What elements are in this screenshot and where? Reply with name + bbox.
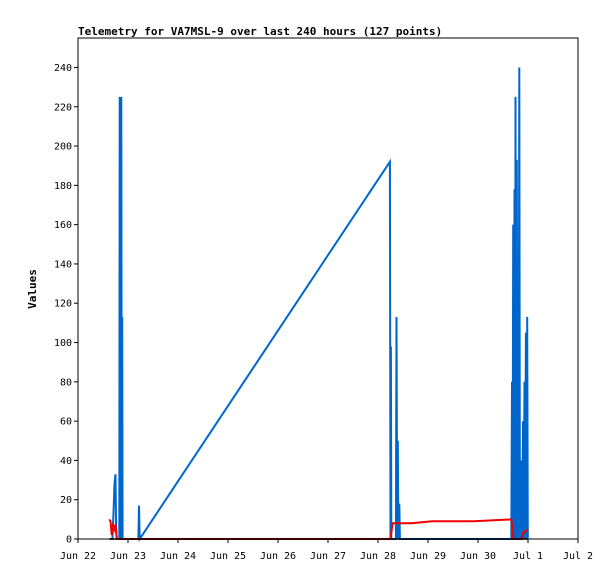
- x-tick-label: Jun 25: [210, 551, 246, 562]
- x-tick-label: Jun 29: [410, 551, 446, 562]
- y-tick-label: 100: [54, 338, 72, 349]
- y-tick-label: 120: [54, 299, 72, 310]
- x-tick-label: Jul 2: [563, 551, 593, 562]
- y-tick-label: 240: [54, 63, 72, 74]
- x-tick-label: Jun 24: [160, 551, 196, 562]
- x-tick-label: Jun 27: [310, 551, 346, 562]
- series-line-1: [110, 67, 529, 543]
- y-axis: 0 20 40 60 80 100 120 140 160 180 200 220 240: [54, 63, 78, 546]
- y-tick-label: 80: [60, 377, 72, 388]
- y-tick-label: 140: [54, 259, 72, 270]
- plot-frame: [77, 37, 579, 540]
- x-tick-label: Jul 1: [513, 551, 543, 562]
- y-tick-label: 60: [60, 417, 72, 428]
- series-layer: [108, 67, 529, 543]
- y-tick-label: 180: [54, 181, 72, 192]
- chart-title: Telemetry for VA7MSL-9 over last 240 hou…: [78, 25, 442, 38]
- y-axis-label: Values: [26, 269, 39, 309]
- x-tick-label: Jun 22: [60, 551, 96, 562]
- x-axis: Jun 22 Jun 23 Jun 24 Jun 25 Jun 26 Jun 27 Jun …: [60, 539, 593, 562]
- x-tick-label: Jun 26: [260, 551, 296, 562]
- y-tick-label: 40: [60, 456, 72, 467]
- x-tick-label: Jun 30: [460, 551, 496, 562]
- y-tick-label: 220: [54, 102, 72, 113]
- y-tick-label: 200: [54, 142, 72, 153]
- y-tick-label: 0: [66, 535, 72, 546]
- y-tick-label: 20: [60, 495, 72, 506]
- x-tick-label: Jun 23: [110, 551, 146, 562]
- x-tick-label: Jun 28: [360, 551, 396, 562]
- y-tick-label: 160: [54, 220, 72, 231]
- series-line-2: [108, 518, 529, 540]
